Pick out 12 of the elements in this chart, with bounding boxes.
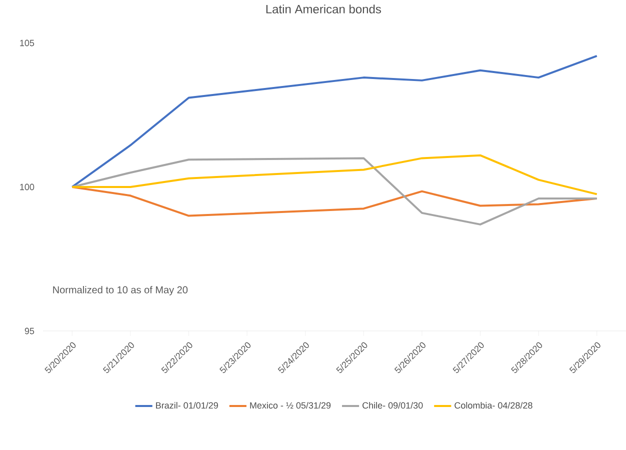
y-tick-label: 100 (20, 184, 34, 190)
line-series (71, 54, 598, 188)
y-tick-label: 95 (24, 328, 34, 334)
line-series (71, 154, 598, 196)
chart-title: Latin American bonds (266, 4, 381, 14)
legend-label: Brazil- 01/01/29 (156, 402, 218, 409)
annotation: Normalized to 10 as of May 20 (53, 286, 188, 296)
y-tick-label: 105 (20, 40, 34, 46)
legend-label: Colombia- 04/28/28 (454, 402, 532, 409)
legend-label: Mexico - ½ 05/31/29 (250, 402, 331, 409)
line-series (71, 157, 598, 226)
legend-label: Chile- 09/01/30 (362, 402, 423, 409)
